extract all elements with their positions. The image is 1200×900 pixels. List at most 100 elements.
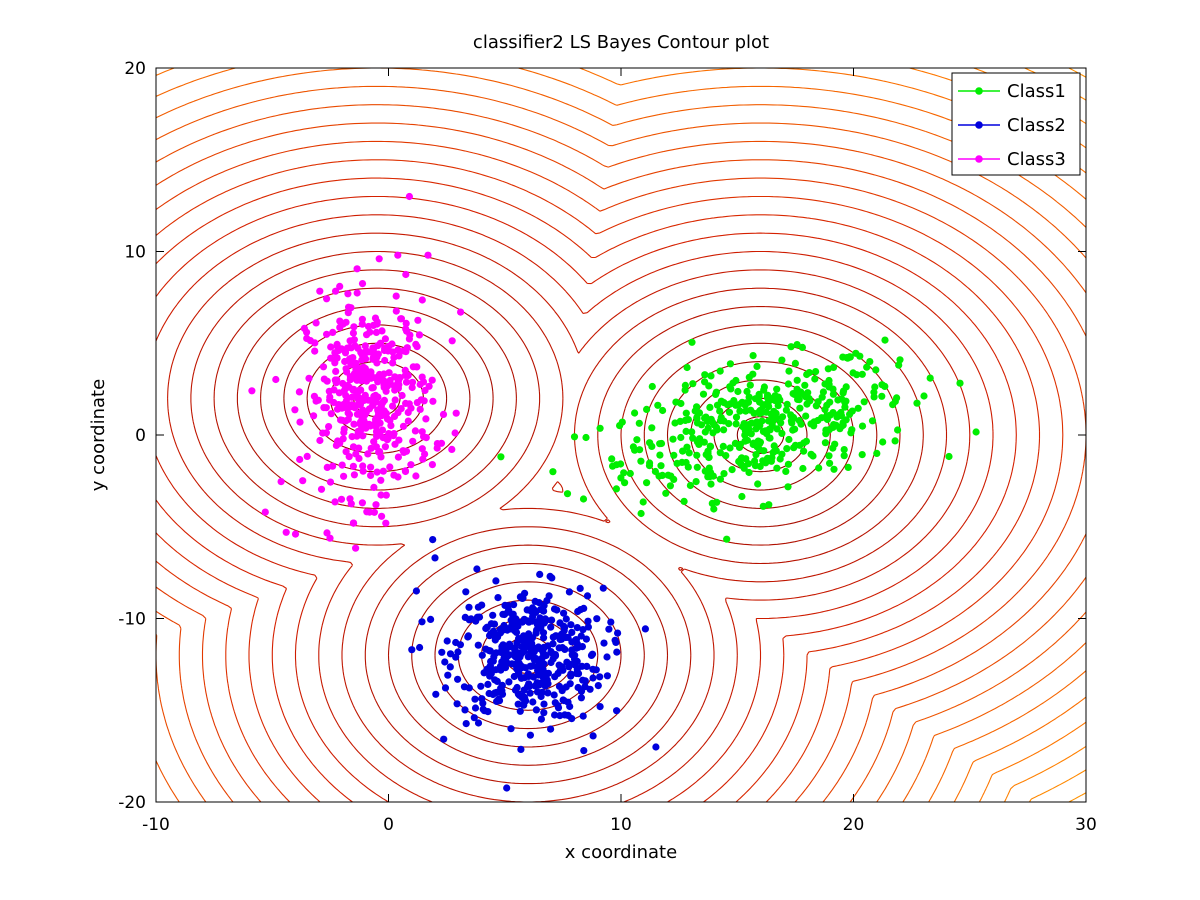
data-point <box>743 387 751 396</box>
data-point <box>736 440 745 448</box>
data-point <box>680 497 688 505</box>
data-point <box>713 498 721 506</box>
data-point <box>564 711 572 720</box>
data-point <box>353 265 361 273</box>
data-point <box>527 607 536 616</box>
data-point <box>541 618 549 626</box>
data-point <box>544 689 552 697</box>
data-point <box>631 409 639 417</box>
data-point <box>474 719 483 727</box>
contour-line <box>213 269 924 785</box>
data-point <box>503 784 511 792</box>
data-point <box>579 626 587 634</box>
data-point <box>790 444 798 452</box>
legend-box <box>951 72 1081 176</box>
data-point <box>407 461 415 469</box>
data-point <box>381 335 389 343</box>
data-point <box>879 438 887 446</box>
data-point <box>762 427 770 435</box>
data-point <box>657 439 666 448</box>
data-point <box>499 641 507 649</box>
data-point <box>439 410 448 418</box>
data-point <box>579 676 587 684</box>
data-point <box>736 407 744 415</box>
data-point <box>732 413 741 421</box>
data-point <box>460 683 468 691</box>
data-point <box>376 428 384 437</box>
data-point <box>538 654 546 662</box>
data-point <box>782 406 791 414</box>
data-point <box>492 649 500 657</box>
data-point <box>402 378 411 386</box>
data-point <box>402 270 410 279</box>
data-point <box>637 509 645 518</box>
data-point <box>834 396 842 404</box>
data-point <box>795 417 803 425</box>
data-point <box>562 615 570 623</box>
contour-line <box>190 250 948 802</box>
data-point <box>350 336 358 344</box>
data-point <box>956 379 964 387</box>
data-point <box>498 681 506 690</box>
data-point <box>821 380 829 388</box>
data-point <box>881 336 889 344</box>
data-point <box>431 554 439 562</box>
data-point <box>497 453 505 461</box>
data-point <box>549 468 557 476</box>
data-point <box>806 397 814 405</box>
data-point <box>588 650 597 658</box>
data-point <box>489 611 497 619</box>
data-point <box>802 437 811 445</box>
data-point <box>344 290 352 298</box>
data-point <box>756 462 764 471</box>
data-point <box>533 626 541 634</box>
data-point <box>563 658 571 666</box>
data-point <box>412 587 420 595</box>
data-point <box>701 467 709 475</box>
data-point <box>489 627 498 635</box>
data-point <box>365 420 373 428</box>
data-point <box>362 348 371 356</box>
data-point <box>248 387 256 395</box>
data-point <box>510 672 518 681</box>
data-point <box>659 406 667 415</box>
data-point <box>355 444 363 452</box>
data-point <box>743 436 752 444</box>
data-point <box>870 388 878 396</box>
data-point <box>478 601 486 609</box>
scatter-points <box>248 192 980 792</box>
data-point <box>844 463 852 471</box>
data-point <box>421 450 429 458</box>
data-point <box>771 392 779 400</box>
data-point <box>626 469 634 478</box>
data-point <box>683 443 691 451</box>
data-point <box>342 318 350 326</box>
data-point <box>327 410 335 418</box>
data-point <box>871 383 879 391</box>
data-point <box>448 445 456 453</box>
data-point <box>891 397 899 406</box>
data-point <box>629 443 638 451</box>
data-point <box>316 436 324 445</box>
data-point <box>409 437 417 445</box>
data-point <box>345 453 353 461</box>
data-point <box>641 625 650 633</box>
data-point <box>701 378 709 386</box>
contour-line <box>156 159 1064 802</box>
data-point <box>320 404 328 412</box>
data-point <box>709 472 717 480</box>
data-point <box>529 673 538 681</box>
contour-line <box>156 85 1086 802</box>
data-point <box>336 282 344 290</box>
data-point <box>648 424 656 432</box>
data-point <box>361 411 369 419</box>
data-point <box>429 536 437 544</box>
data-point <box>391 396 399 404</box>
data-point <box>848 426 856 434</box>
data-point <box>723 535 731 543</box>
data-point <box>428 376 436 384</box>
data-point <box>826 459 834 467</box>
data-point <box>358 320 366 328</box>
data-point <box>563 490 572 498</box>
data-point <box>782 467 790 475</box>
